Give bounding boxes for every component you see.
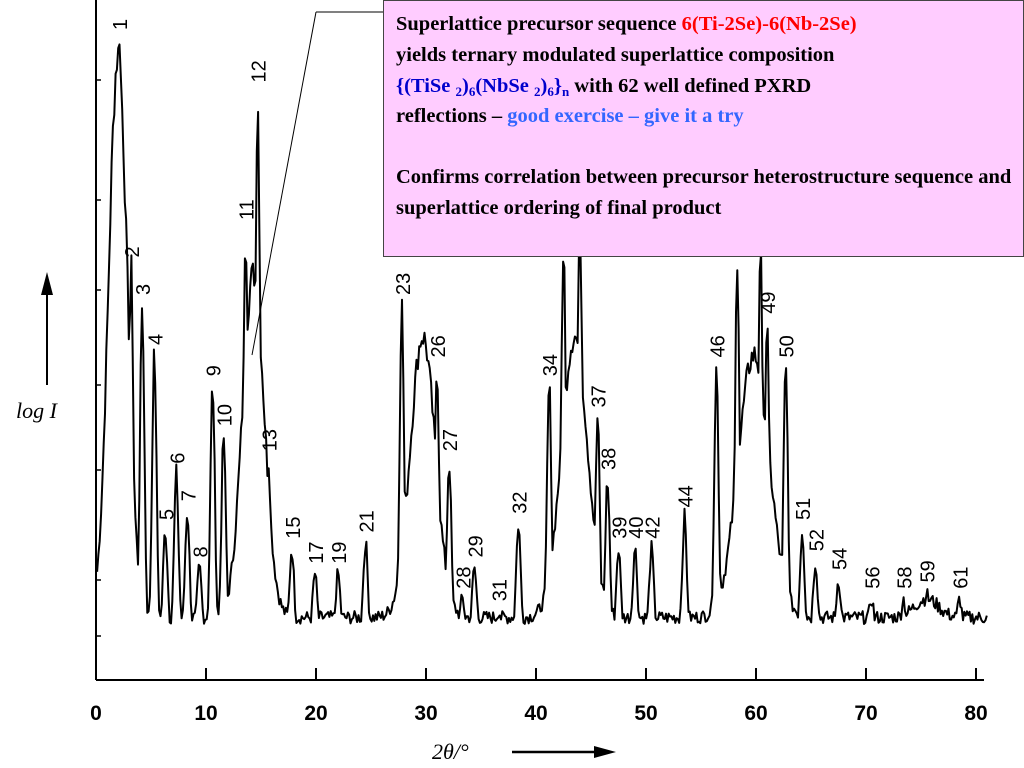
peak-label-51: 51 [793,498,815,520]
peak-label-1: 1 [110,19,132,30]
peak-label-42: 42 [643,517,665,539]
peak-label-32: 32 [509,492,531,514]
x-tick-label-80: 80 [964,702,987,725]
peak-label-56: 56 [863,567,885,589]
callout-leader-line-diagonal [251,11,317,356]
x-tick-label-40: 40 [524,702,547,725]
callout-text-prefix: Superlattice precursor sequence [396,13,682,35]
x-tick-label-60: 60 [744,702,767,725]
peak-label-23: 23 [393,273,415,295]
chart-axes [95,0,984,681]
x-axis-arrow [512,746,616,758]
x-tick-label-20: 20 [304,702,327,725]
peak-label-28: 28 [453,567,475,589]
peak-label-17: 17 [306,542,328,564]
peak-label-29: 29 [465,535,487,557]
peak-label-34: 34 [540,354,562,376]
peak-label-49: 49 [758,292,780,314]
x-tick-labels: 0 10 20 30 40 50 60 70 80 [90,668,988,725]
peak-label-8: 8 [190,546,212,557]
peak-label-44: 44 [676,485,698,507]
callout-box: Superlattice precursor sequence 6(Ti-2Se… [383,0,1024,257]
x-tick-label-70: 70 [854,702,877,725]
y-axis-title: log I [16,398,59,423]
peak-label-26: 26 [428,335,450,357]
peak-label-4: 4 [145,334,167,345]
peak-label-11: 11 [237,199,259,220]
y-axis-arrow [41,272,53,385]
pxrd-pattern-line [96,43,988,625]
x-tick-label-0: 0 [90,702,102,725]
peak-label-6: 6 [167,453,189,464]
diffraction-trace [96,43,988,625]
callout-text-line4: reflections – [396,105,508,128]
peak-label-15: 15 [283,517,305,539]
peak-label-21: 21 [357,510,379,532]
superlattice-formula: {(TiSe 2)6(NbSe 2)6}n [396,74,570,99]
callout-paragraph-2: Confirms correlation between precursor h… [396,166,1012,219]
callout-text-line3: with 62 well defined PXRD [569,74,812,97]
peak-label-46: 46 [707,335,729,357]
peak-label-5: 5 [156,509,178,520]
peak-label-61: 61 [951,567,973,589]
peak-label-58: 58 [894,567,916,589]
peak-label-31: 31 [490,579,512,601]
peak-label-50: 50 [777,335,799,357]
peak-label-10: 10 [215,404,237,426]
peak-label-12: 12 [249,60,271,82]
peak-label-37: 37 [589,385,611,407]
peak-label-9: 9 [204,365,226,376]
peak-label-40: 40 [626,517,648,539]
precursor-sequence: 6(Ti-2Se)-6(Nb-2Se) [681,13,857,35]
callout-paragraph-1: Superlattice precursor sequence 6(Ti-2Se… [396,9,1015,132]
peak-label-7: 7 [178,490,200,501]
peak-label-2: 2 [122,246,144,257]
peak-label-54: 54 [830,548,852,570]
x-axis-title: 2θ/° [432,739,469,764]
exercise-note: good exercise – give it a try [507,105,744,128]
x-tick-label-50: 50 [634,702,657,725]
peak-label-59: 59 [918,560,940,582]
peak-label-3: 3 [133,284,155,295]
peak-label-39: 39 [610,517,632,539]
callout-text-line2: yields ternary modulated superlattice co… [396,43,835,66]
x-tick-label-30: 30 [414,702,437,725]
peak-label-27: 27 [440,429,462,451]
peak-label-52: 52 [806,529,828,551]
peak-label-19: 19 [329,542,351,564]
peak-label-38: 38 [599,448,621,470]
x-tick-label-10: 10 [194,702,217,725]
peak-label-13: 13 [260,429,282,451]
